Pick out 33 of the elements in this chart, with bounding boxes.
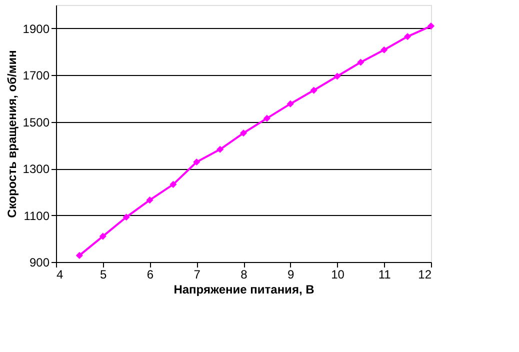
point xyxy=(122,214,130,221)
x-tick-label: 11 xyxy=(378,268,392,282)
point xyxy=(146,196,154,204)
x-tick-label: 8 xyxy=(240,268,248,282)
y-tick-label: 900 xyxy=(29,256,50,270)
point xyxy=(310,86,318,94)
y-axis-title: Скорость вращения, об/мин xyxy=(4,50,19,218)
x-axis-title: Напряжение питания, В xyxy=(174,282,315,296)
x-tick-label: 12 xyxy=(418,268,432,282)
y-tick-label: 1500 xyxy=(22,115,50,130)
point xyxy=(240,129,248,137)
point xyxy=(170,180,177,188)
point xyxy=(404,33,412,40)
y-tick-label: 1700 xyxy=(22,68,50,83)
x-tick-label: 10 xyxy=(331,268,345,282)
point xyxy=(216,146,224,153)
y-tick-label: 1100 xyxy=(24,208,50,223)
x-tick-label: 5 xyxy=(100,268,108,282)
point xyxy=(334,72,341,80)
x-tick-label: 9 xyxy=(288,268,295,282)
y-tick-label: 1900 xyxy=(22,22,50,36)
point xyxy=(76,252,83,259)
point xyxy=(286,100,294,108)
x-tick-label: 6 xyxy=(146,268,154,282)
point xyxy=(380,46,388,54)
x-tick-label: 4 xyxy=(56,268,64,282)
point xyxy=(263,114,270,122)
point xyxy=(99,232,106,240)
point xyxy=(357,58,364,66)
x-tick-label: 7 xyxy=(194,268,201,282)
point xyxy=(193,158,200,166)
point xyxy=(427,22,435,30)
y-tick-label: 1300 xyxy=(22,162,50,176)
